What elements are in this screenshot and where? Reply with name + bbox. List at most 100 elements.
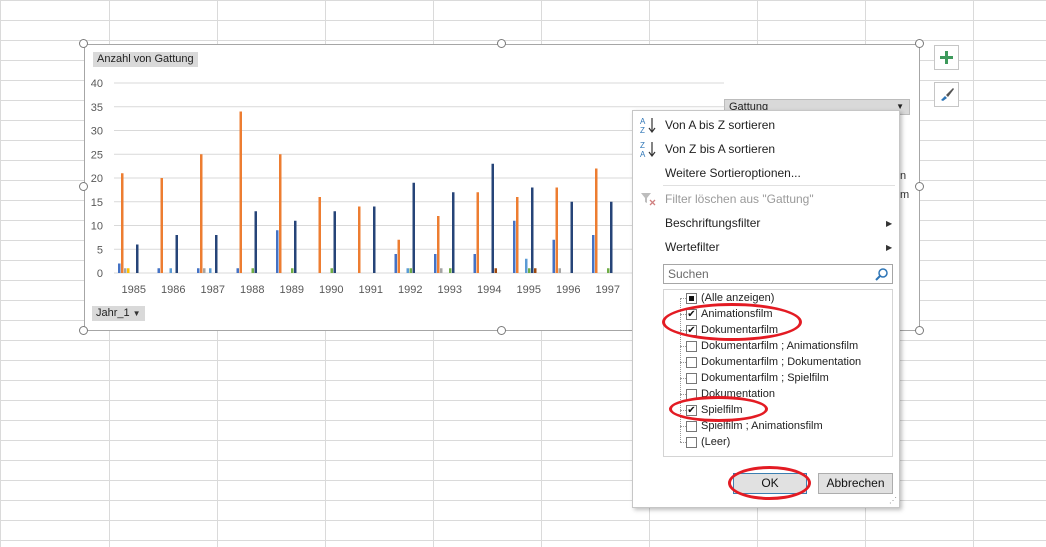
chart-bar[interactable] <box>491 163 495 273</box>
clear-filter-item: Filter löschen aus "Gattung" <box>665 192 814 206</box>
x-tick-label: 1993 <box>438 284 462 296</box>
chart-bar[interactable] <box>437 216 440 273</box>
highlight-ellipse <box>669 396 768 422</box>
axis-field-label: Jahr_1 <box>96 307 130 319</box>
chart-bar[interactable] <box>254 211 258 273</box>
checkbox[interactable] <box>686 373 697 384</box>
chart-bar[interactable] <box>175 235 179 273</box>
chart-bar[interactable] <box>570 201 574 273</box>
resize-handle[interactable] <box>915 326 924 335</box>
chart-bar[interactable] <box>197 268 200 273</box>
chart-bar[interactable] <box>531 187 534 274</box>
chart-bar[interactable] <box>330 268 334 273</box>
filter-item-label: Spielfilm ; Animationsfilm <box>701 420 823 432</box>
tree-connector <box>680 378 686 379</box>
chart-bar[interactable] <box>358 206 361 274</box>
chart-bar[interactable] <box>412 182 416 273</box>
x-tick-label: 1986 <box>161 284 185 296</box>
x-tick-label: 1990 <box>319 284 343 296</box>
chart-bar[interactable] <box>127 268 130 273</box>
x-tick-label: 1992 <box>398 284 422 296</box>
chart-bar[interactable] <box>555 187 559 274</box>
chart-bar[interactable] <box>157 268 161 273</box>
chart-bar[interactable] <box>607 268 610 273</box>
checkbox[interactable] <box>686 421 697 432</box>
chart-bar[interactable] <box>169 268 173 273</box>
chart-bar[interactable] <box>200 154 203 273</box>
sort-az-item[interactable]: Von A bis Z sortieren <box>665 118 776 132</box>
chart-bar[interactable] <box>528 268 531 273</box>
chart-bar[interactable] <box>592 235 595 273</box>
sort-za-item[interactable]: Von Z bis A sortieren <box>665 142 776 156</box>
resize-handle[interactable] <box>79 182 88 191</box>
dropdown-arrow-icon: ▼ <box>896 102 904 111</box>
chart-bar[interactable] <box>118 263 121 274</box>
chart-bar[interactable] <box>534 268 537 273</box>
chart-bar[interactable] <box>409 268 413 273</box>
axis-field-button[interactable]: Jahr_1 ▼ <box>92 306 145 321</box>
chart-bar[interactable] <box>434 254 437 273</box>
chart-bar[interactable] <box>449 268 452 273</box>
chart-bar[interactable] <box>440 268 443 273</box>
chart-bar[interactable] <box>236 268 240 273</box>
label-filter-item[interactable]: Beschriftungsfilter <box>665 216 761 230</box>
chart-styles-button[interactable] <box>934 82 959 107</box>
resize-handle[interactable] <box>79 39 88 48</box>
chart-bar[interactable] <box>239 111 243 274</box>
checkbox[interactable] <box>686 341 697 352</box>
checkbox[interactable] <box>686 357 697 368</box>
chart-bar[interactable] <box>276 230 279 273</box>
chart-bar[interactable] <box>610 201 613 273</box>
chart-bar[interactable] <box>406 268 410 273</box>
resize-handle[interactable] <box>915 182 924 191</box>
chart-bar[interactable] <box>333 211 337 273</box>
chart-bar[interactable] <box>291 268 294 273</box>
chart-bar[interactable] <box>397 239 401 273</box>
checkbox[interactable] <box>686 293 697 304</box>
legend-entry-clipped: m <box>900 189 910 201</box>
chart-bar[interactable] <box>209 268 212 273</box>
chart-bar[interactable] <box>373 206 376 274</box>
x-tick-label: 1996 <box>556 284 580 296</box>
chart-bar[interactable] <box>552 239 556 273</box>
chart-bar[interactable] <box>516 197 519 273</box>
cancel-button[interactable]: Abbrechen <box>818 473 893 494</box>
chart-bar[interactable] <box>513 220 516 273</box>
resize-handle[interactable] <box>497 326 506 335</box>
chart-bar[interactable] <box>476 192 480 273</box>
chart-bar[interactable] <box>473 254 477 273</box>
chart-bar[interactable] <box>160 178 164 273</box>
chart-bar[interactable] <box>558 268 562 273</box>
chart-bar[interactable] <box>525 258 528 273</box>
more-sort-options-item[interactable]: Weitere Sortieroptionen... <box>665 166 801 180</box>
filter-item-label: (Leer) <box>701 436 731 448</box>
chart-bar[interactable] <box>121 173 124 273</box>
value-filter-item[interactable]: Wertefilter <box>665 240 720 254</box>
resize-grip-icon[interactable]: ⋰ <box>889 496 897 505</box>
value-field-label: Anzahl von Gattung <box>97 53 194 65</box>
resize-handle[interactable] <box>79 326 88 335</box>
value-field-button[interactable]: Anzahl von Gattung <box>93 52 198 67</box>
filter-item-label: Dokumentarfilm ; Spielfilm <box>701 372 829 384</box>
checkbox[interactable] <box>686 437 697 448</box>
chart-bar[interactable] <box>318 197 322 273</box>
chart-bar[interactable] <box>279 154 282 273</box>
chart-bar[interactable] <box>215 235 218 273</box>
chart-bar[interactable] <box>136 244 139 274</box>
resize-handle[interactable] <box>497 39 506 48</box>
chart-bar[interactable] <box>294 220 297 273</box>
chart-bar[interactable] <box>251 268 255 273</box>
chart-bar[interactable] <box>203 268 206 273</box>
search-input[interactable]: Suchen <box>663 264 893 284</box>
chart-bar[interactable] <box>452 192 455 273</box>
resize-handle[interactable] <box>915 39 924 48</box>
plus-icon <box>940 51 953 64</box>
highlight-ellipse <box>728 466 811 500</box>
tree-connector <box>680 426 686 427</box>
chart-bar[interactable] <box>124 268 127 273</box>
chart-bar[interactable] <box>595 168 598 274</box>
chart-elements-button[interactable] <box>934 45 959 70</box>
chart-bar[interactable] <box>494 268 498 273</box>
x-tick-label: 1995 <box>517 284 541 296</box>
chart-bar[interactable] <box>394 254 398 273</box>
